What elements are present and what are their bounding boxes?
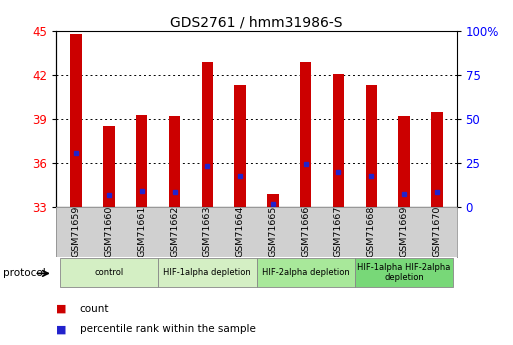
Text: control: control (94, 268, 124, 277)
Title: GDS2761 / hmm31986-S: GDS2761 / hmm31986-S (170, 16, 343, 30)
Bar (60, 258, 158, 287)
Bar (355, 258, 453, 287)
Text: HIF-1alpha HIF-2alpha
depletion: HIF-1alpha HIF-2alpha depletion (358, 263, 451, 282)
Bar (300, 62, 311, 207)
Bar (158, 258, 256, 287)
Bar (333, 73, 344, 207)
Bar (70, 34, 82, 207)
Bar (267, 194, 279, 207)
Bar (169, 116, 180, 207)
Text: ■: ■ (56, 325, 67, 334)
Text: HIF-1alpha depletion: HIF-1alpha depletion (164, 268, 251, 277)
Text: HIF-2alpha depletion: HIF-2alpha depletion (262, 268, 349, 277)
Bar (431, 112, 443, 207)
Text: count: count (80, 304, 109, 314)
Text: protocol: protocol (3, 268, 45, 278)
Bar (202, 62, 213, 207)
Bar (256, 258, 355, 287)
Bar (399, 116, 410, 207)
Bar (366, 85, 377, 207)
Bar (234, 85, 246, 207)
Text: percentile rank within the sample: percentile rank within the sample (80, 325, 255, 334)
Text: ■: ■ (56, 304, 67, 314)
Bar (136, 115, 147, 207)
Bar (103, 126, 114, 207)
